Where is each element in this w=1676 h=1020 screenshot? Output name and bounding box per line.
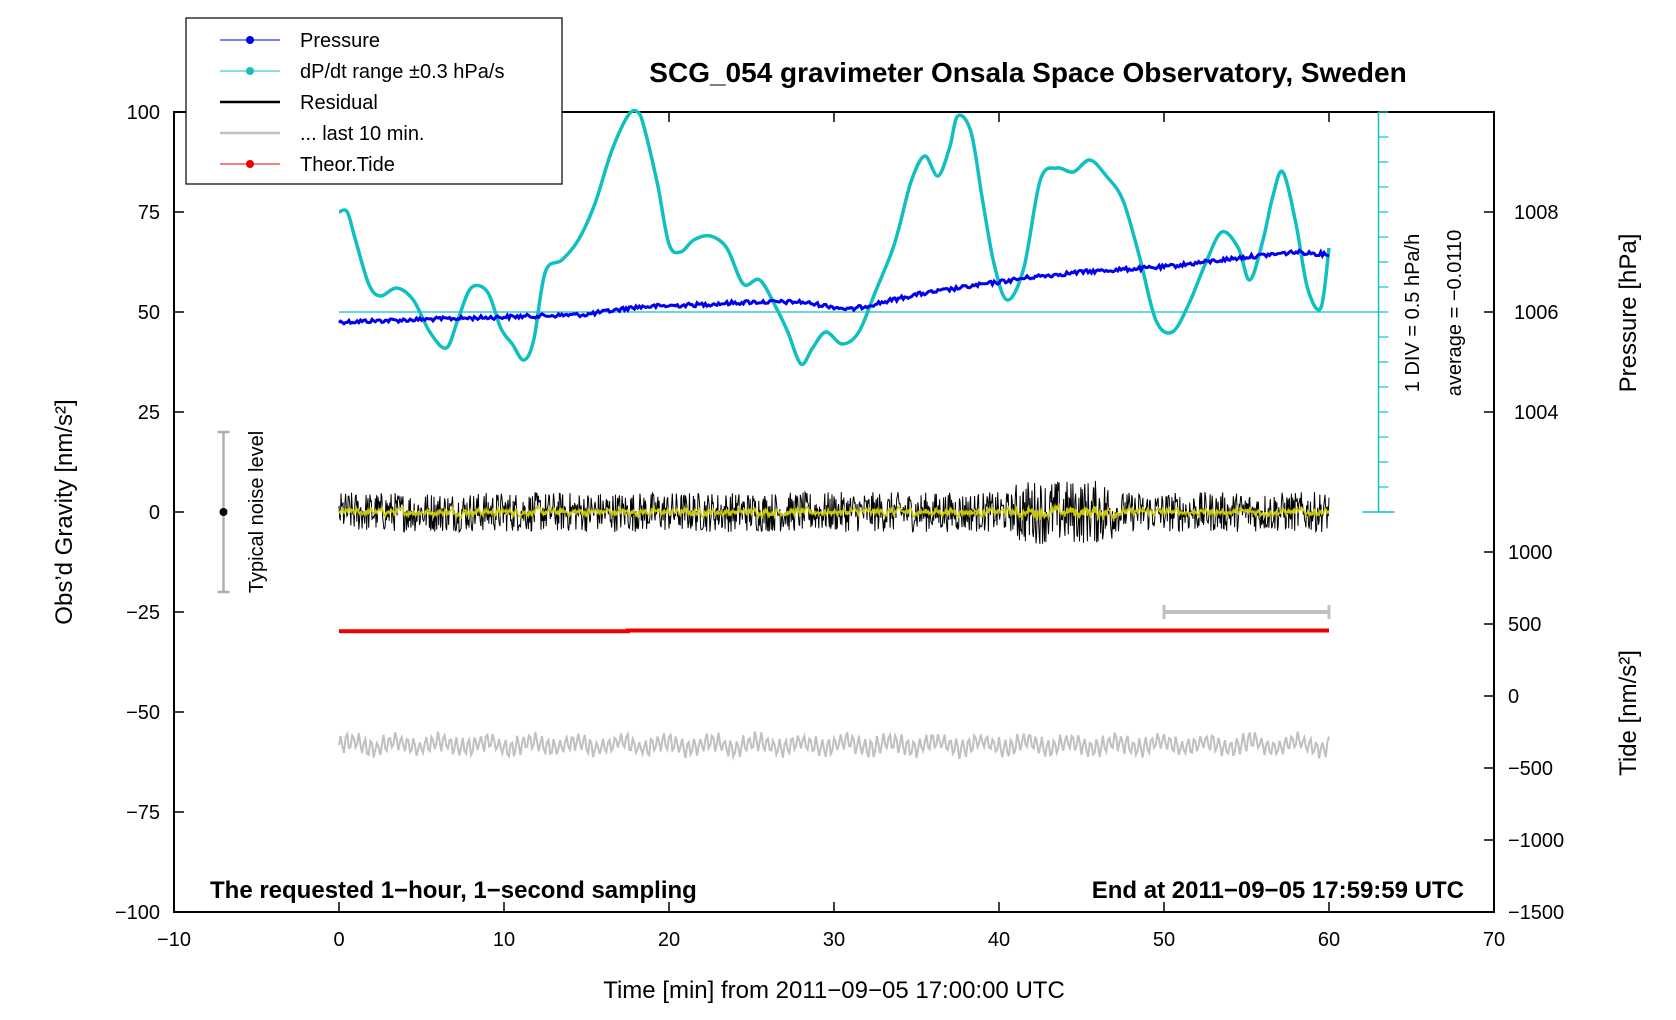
x-tick-label: 70 <box>1483 929 1505 951</box>
svg-text:dP/dt range ±0.3 hPa/s: dP/dt range ±0.3 hPa/s <box>300 61 504 83</box>
noise-bar-center <box>219 508 228 516</box>
svg-text:Residual: Residual <box>300 92 378 114</box>
tide-tick-label: −1500 <box>1508 902 1564 924</box>
theoretical-tide-line <box>339 628 1329 634</box>
pressure-tick-label: 1006 <box>1514 302 1559 324</box>
tide-tick-label: −500 <box>1508 758 1553 780</box>
x-axis-title: Time [min] from 2011−09−05 17:00:00 UTC <box>603 977 1065 1004</box>
left-tick-label: −75 <box>126 802 160 824</box>
x-tick-label: 60 <box>1318 929 1340 951</box>
chart-title: SCG_054 gravimeter Onsala Space Observat… <box>649 57 1406 88</box>
y-axis-title-tide: Tide [nm/s²] <box>1615 650 1642 776</box>
residual-smoothed-line <box>338 503 1330 522</box>
sampling-note: The requested 1−hour, 1−second sampling <box>210 877 697 904</box>
left-tick-label: −100 <box>115 902 160 924</box>
pressure-tick-label: 1004 <box>1514 402 1559 424</box>
pressure-series-line <box>338 248 1330 326</box>
dpdt-div-label: 1 DIV = 0.5 hPa/h <box>1402 234 1424 392</box>
svg-text:... last 10 min.: ... last 10 min. <box>300 123 425 145</box>
left-tick-label: 25 <box>138 402 160 424</box>
right-axis-ticks: 1008 1006 1004 1000 500 0 −500 −1000 −1500 <box>1484 202 1564 924</box>
tide-tick-label: −1000 <box>1508 830 1564 852</box>
tide-tick-label: 1000 <box>1508 542 1553 564</box>
left-tick-label: −50 <box>126 702 160 724</box>
left-tick-label: 0 <box>149 502 160 524</box>
x-tick-label: 30 <box>823 929 845 951</box>
y-axis-title-left: Obs’d Gravity [nm/s²] <box>51 399 78 624</box>
svg-text:Theor.Tide: Theor.Tide <box>300 154 395 176</box>
dpdt-series-line <box>338 108 1331 367</box>
tide-tick-label: 0 <box>1508 686 1519 708</box>
svg-text:Pressure: Pressure <box>300 30 380 52</box>
tide-tick-label: 500 <box>1508 614 1541 636</box>
legend-item-residual: Residual <box>220 92 378 114</box>
x-tick-label: −10 <box>157 929 191 951</box>
x-tick-label: 10 <box>493 929 515 951</box>
dpdt-average-label: average = −0.0110 <box>1444 230 1466 396</box>
left-tick-label: 50 <box>138 302 160 324</box>
left-tick-label: 100 <box>127 102 160 124</box>
x-tick-label: 50 <box>1153 929 1175 951</box>
legend-item-pressure: Pressure <box>220 30 380 52</box>
noise-level-label: Typical noise level <box>246 431 268 593</box>
end-time-note: End at 2011−09−05 17:59:59 UTC <box>1092 877 1464 904</box>
legend: Pressure dP/dt range ±0.3 hPa/s Residual… <box>185 17 563 185</box>
legend-item-dpdt: dP/dt range ±0.3 hPa/s <box>220 61 504 83</box>
left-axis-ticks: 100 75 50 25 0 −25 −50 −75 −100 <box>115 102 184 924</box>
x-tick-label: 40 <box>988 929 1010 951</box>
noise-level-bar <box>217 430 230 594</box>
y-axis-title-pressure: Pressure [hPa] <box>1615 234 1642 393</box>
last-10-min-series-line <box>338 730 1330 761</box>
residual-series-line <box>338 480 1330 544</box>
legend-item-last10: ... last 10 min. <box>220 123 425 145</box>
x-axis-ticks: −10 0 10 20 30 40 50 60 70 <box>157 112 1505 951</box>
last-10-min-bar <box>1162 605 1331 619</box>
left-tick-label: −25 <box>126 602 160 624</box>
x-tick-label: 0 <box>333 929 344 951</box>
left-tick-label: 75 <box>138 202 160 224</box>
x-tick-label: 20 <box>658 929 680 951</box>
pressure-tick-label: 1008 <box>1514 202 1559 224</box>
legend-item-tide: Theor.Tide <box>220 154 395 176</box>
